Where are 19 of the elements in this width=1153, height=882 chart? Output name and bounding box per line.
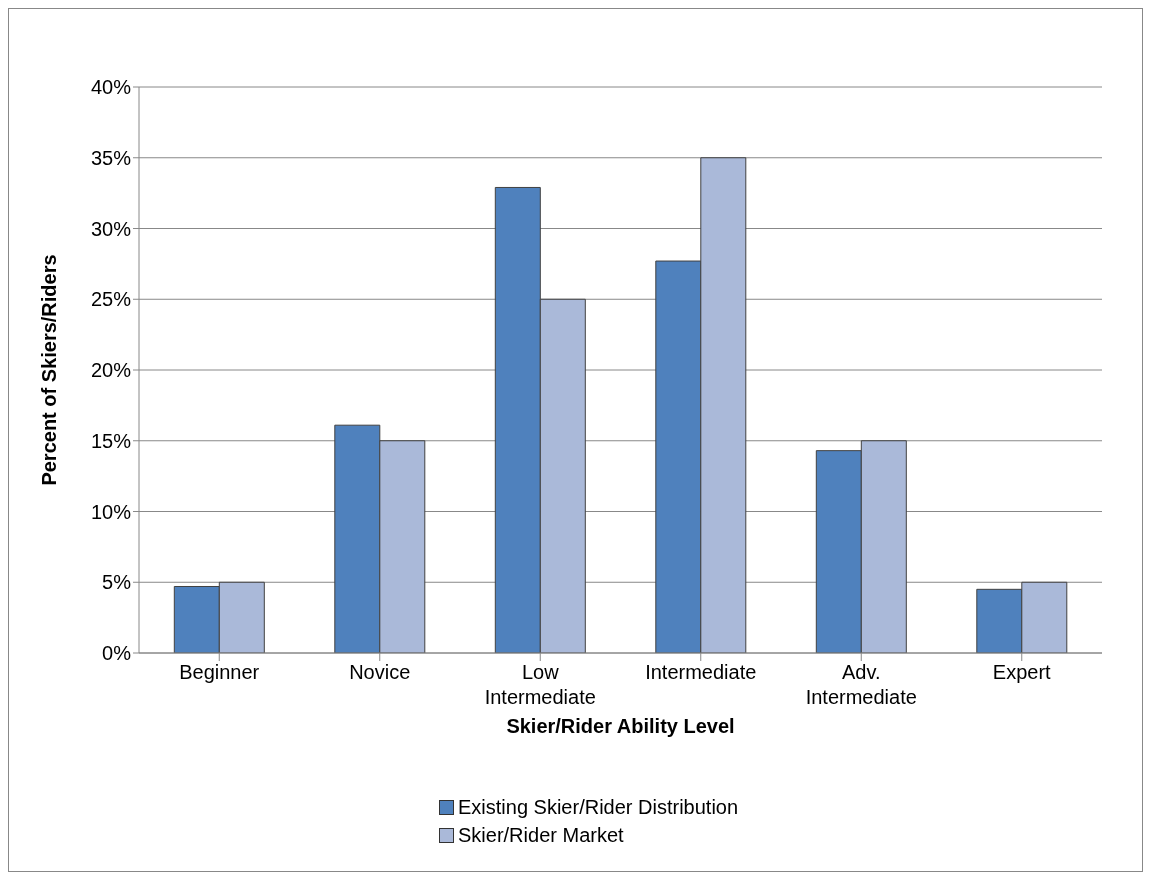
legend-label: Skier/Rider Market (458, 823, 624, 847)
y-tick-label: 20% (90, 359, 132, 382)
x-tick-label: Expert (992, 661, 1052, 683)
y-tick-label: 25% (90, 288, 132, 311)
y-tick-label: 15% (90, 429, 132, 452)
y-tick-label: 0% (102, 642, 132, 665)
y-axis-title: Percent of Skiers/Riders (38, 254, 61, 486)
legend-label: Existing Skier/Rider Distribution (458, 795, 739, 819)
x-tick-label: Beginner (179, 661, 260, 683)
y-tick-label: 40% (90, 76, 132, 99)
x-tick-label: Novice (349, 661, 411, 683)
x-tick-label: Low Intermediate (484, 661, 596, 708)
x-tick-label: Intermediate (645, 661, 757, 683)
x-axis-title: Skier/Rider Ability Level (506, 715, 735, 737)
x-tick-label: Adv. Intermediate (805, 661, 917, 708)
y-tick-label: 35% (90, 146, 132, 169)
y-tick-label: 5% (102, 571, 132, 594)
y-tick-label: 10% (90, 500, 132, 523)
y-tick-label: 30% (90, 217, 132, 240)
